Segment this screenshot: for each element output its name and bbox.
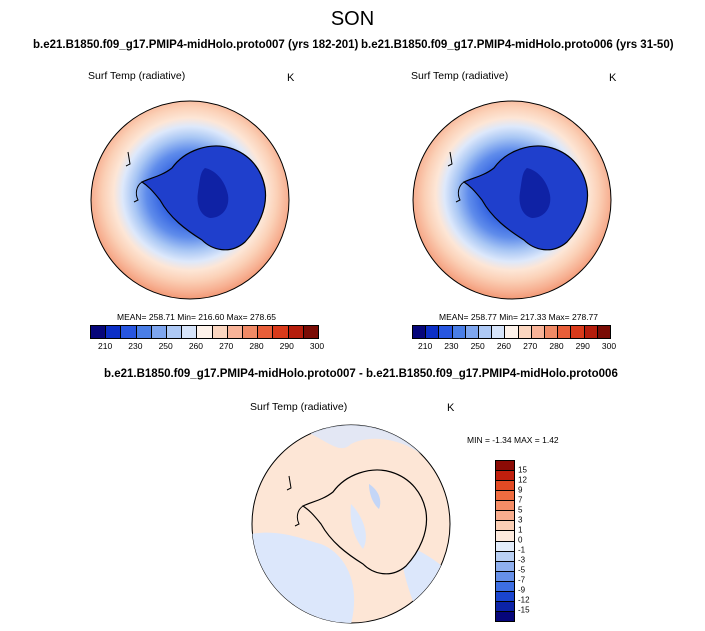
colorbar-swatch [496, 611, 514, 621]
colorbar-tick-label: -1 [518, 545, 526, 555]
colorbar-tick-label: 230 [444, 341, 459, 351]
colorbar-swatch [452, 326, 466, 338]
colorbar-swatch [273, 326, 289, 338]
colorbar-swatch [121, 326, 137, 338]
colorbar-swatch [496, 461, 514, 472]
season-title: SON [330, 8, 375, 30]
colorbar-tick-label: 3 [518, 515, 523, 525]
colorbar-swatch [496, 581, 514, 592]
colorbar-tick-label: 210 [98, 341, 113, 351]
colorbar-swatch [496, 571, 514, 582]
difference-units: K [447, 402, 455, 414]
colorbar-tick-label: 280 [249, 341, 264, 351]
colorbar-swatch [545, 326, 559, 338]
polar-map-2 [412, 100, 612, 300]
colorbar-swatch [492, 326, 506, 338]
colorbar-swatch [496, 601, 514, 612]
colorbar-tick-label: 7 [518, 495, 523, 505]
difference-variable: Surf Temp (radiative) [250, 401, 348, 413]
colorbar-tick-label: 210 [418, 341, 433, 351]
difference-map [251, 424, 451, 624]
colorbar-tick-label: -5 [518, 565, 526, 575]
colorbar-tick-label: 270 [523, 341, 538, 351]
colorbar-swatch [227, 326, 244, 338]
colorbar-swatch [496, 531, 514, 542]
colorbar-swatch [479, 326, 493, 338]
colorbar-swatch [584, 326, 598, 338]
colorbar-tick-label: 1 [518, 525, 523, 535]
colorbar-tick-label: -3 [518, 555, 526, 565]
colorbar-swatch [258, 326, 274, 338]
colorbar-tick-label: -15 [518, 605, 530, 615]
panel-2-variable: Surf Temp (radiative) [411, 70, 509, 82]
panel-1-stats: MEAN= 258.71 Min= 216.60 Max= 278.65 [117, 312, 277, 322]
panel-1-variable: Surf Temp (radiative) [88, 70, 186, 82]
colorbar-swatch [439, 326, 453, 338]
colorbar-swatch [465, 326, 480, 338]
colorbar-tick-label: 230 [128, 341, 143, 351]
difference-colorbar [495, 460, 515, 622]
colorbar-swatch [212, 326, 228, 338]
colorbar-swatch [496, 491, 514, 502]
colorbar-tick-label: 260 [496, 341, 512, 351]
colorbar-swatch [243, 326, 259, 338]
colorbar-tick-label: 270 [219, 341, 234, 351]
colorbar-tick-label: 9 [518, 485, 523, 495]
colorbar-tick-label: 260 [188, 341, 204, 351]
colorbar-swatch [597, 326, 611, 338]
colorbar-swatch [182, 326, 198, 338]
colorbar-swatch [496, 511, 514, 522]
difference-minmax: MIN = -1.34 MAX = 1.42 [467, 435, 559, 445]
colorbar-swatch [496, 471, 514, 482]
colorbar-swatch [426, 326, 440, 338]
difference-title: b.e21.B1850.f09_g17.PMIP4-midHolo.proto0… [104, 368, 618, 380]
colorbar-swatch [571, 326, 585, 338]
colorbar-swatch [197, 326, 213, 338]
difference-colorbar-labels: 15 12 9 7 5 3 1 0 -1 -3 -5 -7 -9 -12 -15 [518, 460, 548, 620]
colorbar-1 [90, 325, 319, 339]
colorbar-swatch [91, 326, 107, 338]
colorbar-swatch [106, 326, 122, 338]
colorbar-tick-label: -12 [518, 595, 530, 605]
colorbar-swatch [558, 326, 572, 338]
polar-map-1 [90, 100, 290, 300]
colorbar-swatch [496, 501, 514, 512]
colorbar-2-labels: 210 230 250 260 270 280 290 300 [412, 341, 616, 353]
colorbar-swatch [505, 326, 519, 338]
colorbar-tick-label: 250 [158, 341, 173, 351]
colorbar-tick-label: 290 [279, 341, 294, 351]
panel-2-units: K [609, 72, 617, 84]
panel-1-title: b.e21.B1850.f09_g17.PMIP4-midHolo.proto0… [33, 39, 359, 51]
colorbar-swatch [531, 326, 546, 338]
colorbar-swatch [496, 521, 514, 532]
colorbar-tick-label: 280 [549, 341, 564, 351]
colorbar-2 [412, 325, 611, 339]
colorbar-swatch [303, 326, 319, 338]
colorbar-swatch [136, 326, 152, 338]
colorbar-tick-label: 12 [518, 475, 527, 485]
panel-1-units: K [287, 72, 295, 84]
colorbar-tick-label: 0 [518, 535, 523, 545]
colorbar-tick-label: 290 [575, 341, 590, 351]
colorbar-swatch [151, 326, 168, 338]
colorbar-swatch [496, 591, 514, 602]
panel-2-stats: MEAN= 258.77 Min= 217.33 Max= 278.77 [439, 312, 599, 322]
colorbar-swatch [496, 481, 514, 492]
colorbar-tick-label: -7 [518, 575, 526, 585]
panel-2-title: b.e21.B1850.f09_g17.PMIP4-midHolo.proto0… [361, 39, 674, 51]
colorbar-tick-label: 15 [518, 465, 527, 475]
colorbar-swatch [167, 326, 183, 338]
colorbar-swatch [288, 326, 304, 338]
colorbar-tick-label: 300 [601, 341, 617, 351]
colorbar-1-labels: 210 230 250 260 270 280 290 300 [90, 341, 324, 353]
colorbar-swatch [496, 551, 514, 562]
colorbar-tick-label: 300 [309, 341, 325, 351]
colorbar-swatch [496, 561, 514, 572]
colorbar-tick-label: -9 [518, 585, 526, 595]
colorbar-swatch [413, 326, 427, 338]
colorbar-tick-label: 5 [518, 505, 523, 515]
colorbar-swatch [496, 541, 514, 552]
colorbar-swatch [518, 326, 532, 338]
colorbar-tick-label: 250 [470, 341, 485, 351]
